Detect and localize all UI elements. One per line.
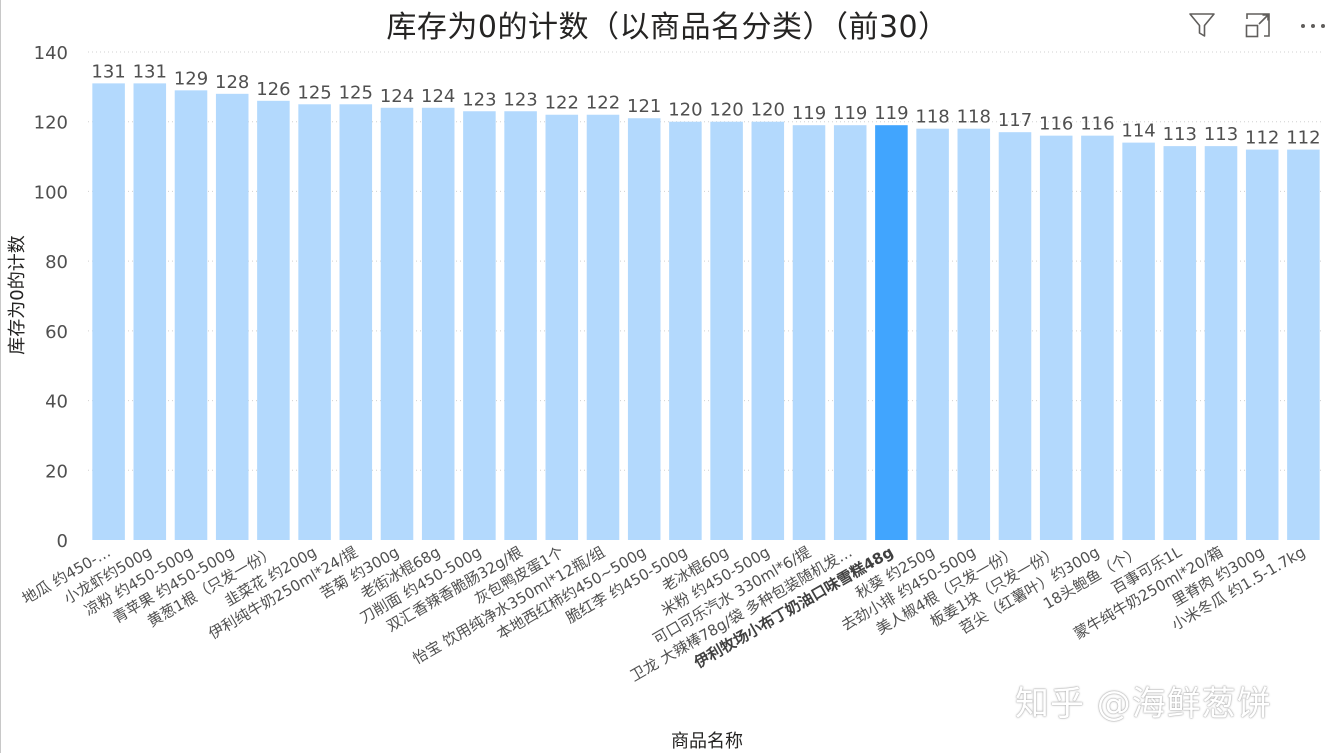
bar[interactable] [215, 93, 249, 540]
bars [92, 83, 1320, 541]
bar[interactable] [92, 83, 125, 540]
y-tick-label: 60 [45, 322, 68, 343]
bar[interactable] [421, 107, 455, 541]
bar[interactable] [957, 128, 991, 540]
bar[interactable] [504, 111, 537, 540]
bar[interactable] [339, 104, 373, 541]
data-label: 118 [957, 107, 991, 128]
y-tick-label: 140 [34, 43, 68, 64]
bar[interactable] [875, 125, 908, 540]
data-label: 114 [1121, 121, 1155, 142]
data-label: 119 [792, 103, 826, 124]
y-axis-ticks: 0 20 40 60 80 100 120 140 [34, 43, 68, 552]
focus-mode-icon[interactable] [1243, 10, 1273, 40]
x-axis-title: 商品名称 [671, 731, 743, 752]
data-label: 125 [339, 82, 373, 103]
y-tick-label: 0 [57, 531, 68, 552]
data-label: 122 [586, 93, 620, 114]
bar[interactable] [257, 100, 290, 541]
bar[interactable] [669, 121, 702, 540]
bar[interactable] [1245, 149, 1279, 540]
data-label: 126 [256, 79, 290, 100]
bar[interactable] [174, 90, 208, 540]
data-label: 119 [874, 103, 908, 124]
data-label: 128 [215, 72, 249, 93]
bar[interactable] [586, 114, 620, 540]
bar[interactable] [133, 83, 167, 540]
y-axis-title: 库存为0的计数 [7, 235, 28, 354]
data-label: 118 [915, 107, 949, 128]
data-label: 125 [297, 82, 331, 103]
bar[interactable] [298, 104, 331, 541]
y-tick-label: 20 [45, 461, 68, 482]
bar[interactable] [916, 128, 949, 540]
data-label: 122 [545, 93, 579, 114]
data-label: 113 [1204, 124, 1238, 145]
data-label: 131 [91, 61, 125, 82]
bar[interactable] [463, 111, 496, 540]
bar[interactable] [1081, 135, 1114, 540]
bar[interactable] [1287, 149, 1320, 540]
y-tick-label: 120 [34, 113, 68, 134]
data-label: 117 [998, 110, 1032, 131]
watermark: 知乎 @海鲜葱饼 [1015, 684, 1272, 724]
data-label: 116 [1080, 114, 1114, 135]
filter-icon[interactable] [1187, 10, 1217, 40]
bar[interactable] [627, 118, 661, 540]
data-label: 121 [627, 96, 661, 117]
data-labels: 131 131 129 128 126 125 125 124 124 123 123 122 122 1… [91, 61, 1320, 148]
data-label: 112 [1245, 128, 1279, 149]
bar[interactable] [380, 107, 414, 541]
y-tick-label: 80 [45, 252, 68, 273]
data-label: 123 [462, 89, 496, 110]
data-label: 116 [1039, 114, 1073, 135]
bar[interactable] [1122, 142, 1155, 540]
data-label: 120 [709, 100, 743, 121]
data-label: 120 [668, 100, 702, 121]
bar[interactable] [792, 125, 826, 540]
y-tick-label: 100 [34, 182, 68, 203]
chart-title: 库存为0的计数（以商品名分类）（前30） [386, 10, 949, 45]
data-label: 131 [133, 61, 167, 82]
data-label: 112 [1286, 128, 1320, 149]
data-label: 120 [751, 100, 785, 121]
data-label: 124 [380, 86, 414, 107]
bar[interactable] [998, 132, 1032, 540]
data-label: 124 [421, 86, 455, 107]
y-tick-label: 40 [45, 392, 68, 413]
bar[interactable] [833, 125, 867, 540]
bar[interactable] [545, 114, 579, 540]
bar[interactable] [1204, 146, 1238, 540]
bar[interactable] [751, 121, 785, 540]
data-label: 119 [833, 103, 867, 124]
data-label: 113 [1163, 124, 1197, 145]
data-label: 123 [503, 89, 537, 110]
bar[interactable] [710, 121, 743, 540]
more-options-icon[interactable] [1298, 10, 1328, 40]
bar[interactable] [1163, 146, 1197, 540]
data-label: 129 [174, 68, 208, 89]
bar[interactable] [1039, 135, 1073, 540]
